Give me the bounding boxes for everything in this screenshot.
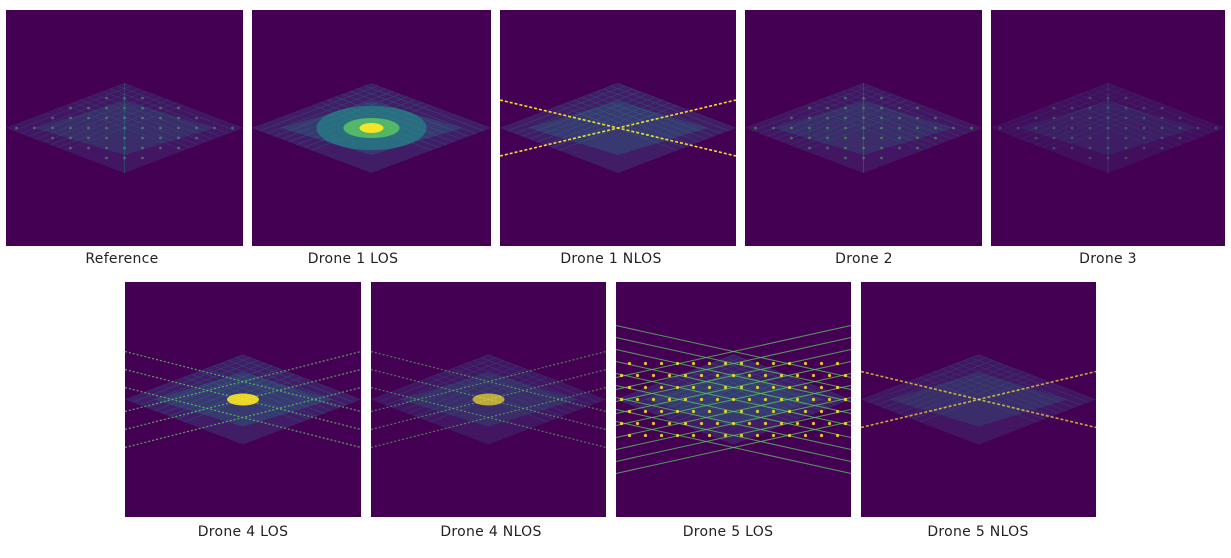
caption-drone3: Drone 3: [1079, 251, 1137, 267]
spectrum-panel-drone1-nlos: [500, 10, 736, 246]
spectrum-plot: [371, 282, 606, 517]
caption-drone5-nlos: Drone 5 NLOS: [927, 524, 1029, 540]
spectrum-plot: [616, 282, 851, 517]
spectrum-plot: [500, 10, 736, 246]
spectrum-panel-drone1-los: [252, 10, 491, 246]
spectrum-plot: [252, 10, 491, 246]
spectrum-plot: [861, 282, 1096, 517]
caption-drone5-los: Drone 5 LOS: [682, 524, 774, 540]
spectrum-panel-drone4-nlos: [371, 282, 606, 517]
caption-drone1-los: Drone 1 LOS: [307, 251, 399, 267]
spectrum-panel-drone4-los: [125, 282, 361, 517]
spectrum-plot: [991, 10, 1225, 246]
caption-drone4-nlos: Drone 4 NLOS: [440, 524, 542, 540]
spectrum-plot: [745, 10, 982, 246]
caption-reference: Reference: [85, 251, 159, 267]
caption-drone4-los: Drone 4 LOS: [197, 524, 289, 540]
spectrum-panel-drone3: [991, 10, 1225, 246]
spectrum-panel-drone5-los: [616, 282, 851, 517]
spectrum-plot: [125, 282, 361, 517]
spectrum-panel-drone5-nlos: [861, 282, 1096, 517]
spectrum-plot: [6, 10, 243, 246]
caption-drone2: Drone 2: [835, 251, 893, 267]
spectrum-panel-drone2: [745, 10, 982, 246]
caption-drone1-nlos: Drone 1 NLOS: [560, 251, 662, 267]
spectrum-panel-reference: [6, 10, 243, 246]
